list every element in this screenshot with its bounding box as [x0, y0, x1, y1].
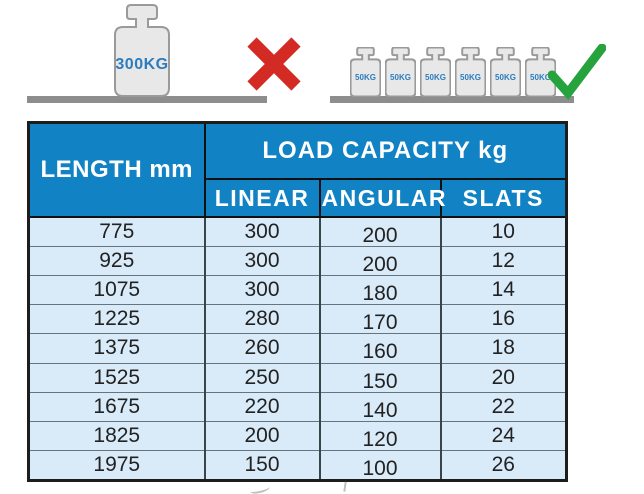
cell-length: 925	[27, 246, 206, 277]
table-row: 1525 250 150 20	[27, 362, 568, 393]
table-row: 1075 300 180 14	[27, 275, 568, 306]
check-icon	[548, 44, 606, 100]
cell-angular: 160	[318, 333, 442, 364]
weight-50kg-label: 50KG	[495, 73, 516, 82]
weight-50kg: 50KG	[385, 47, 416, 97]
cell-angular: 180	[318, 275, 442, 306]
cell-slats: 10	[439, 216, 568, 248]
cross-icon	[247, 37, 301, 91]
weight-icon	[525, 47, 556, 97]
weight-50kg-label: 50KG	[460, 73, 481, 82]
cropped-artifact	[249, 483, 271, 494]
cell-angular: 170	[318, 304, 442, 335]
table-row: 1375 260 160 18	[27, 333, 568, 364]
cell-angular: 200	[318, 246, 442, 277]
table-row: 925 300 200 12	[27, 246, 568, 277]
cell-slats: 16	[439, 304, 568, 335]
cell-angular: 140	[318, 391, 442, 422]
table-row: 1675 220 140 22	[27, 391, 568, 422]
load-capacity-table: LENGTH mm LOAD CAPACITY kg LINEAR ANGULA…	[27, 121, 569, 482]
weight-300kg-label: 300KG	[115, 56, 169, 73]
cell-linear: 300	[203, 246, 321, 277]
cropped-artifact	[343, 481, 351, 493]
header-row-1: LENGTH mm LOAD CAPACITY kg	[27, 121, 568, 218]
cell-linear: 220	[203, 391, 321, 422]
weight-50kg: 50KG	[420, 47, 451, 97]
cell-length: 1375	[27, 333, 206, 364]
load-capacity-header: LOAD CAPACITY kg	[203, 121, 568, 180]
linear-column-header: LINEAR	[203, 178, 321, 218]
angular-column-header: ANGULAR	[318, 178, 446, 218]
cell-slats: 14	[439, 275, 568, 306]
weight-icon	[420, 47, 451, 97]
cell-linear: 300	[203, 275, 321, 306]
cell-angular: 200	[318, 216, 442, 248]
weight-50kg: 50KG	[490, 47, 521, 97]
cell-slats: 22	[439, 391, 568, 422]
cell-length: 1825	[27, 420, 206, 451]
slats-column-header: SLATS	[439, 178, 568, 218]
weight-50kg-label: 50KG	[530, 73, 551, 82]
cell-slats: 26	[439, 449, 568, 482]
weight-50kg-label: 50KG	[355, 73, 376, 82]
length-column-header: LENGTH mm	[27, 121, 206, 218]
weight-300kg: 300KG	[114, 4, 170, 97]
weight-50kg-label: 50KG	[425, 73, 446, 82]
weight-icon	[490, 47, 521, 97]
cell-linear: 300	[203, 216, 321, 248]
cell-length: 1225	[27, 304, 206, 335]
weight-icon	[385, 47, 416, 97]
platform-bar-right	[330, 96, 574, 103]
weight-icon	[350, 47, 381, 97]
table-row: 1225 280 170 16	[27, 304, 568, 335]
weight-50kg: 50KG	[455, 47, 486, 97]
cell-linear: 260	[203, 333, 321, 364]
cell-length: 1975	[27, 449, 206, 482]
cell-length: 1675	[27, 391, 206, 422]
cell-slats: 12	[439, 246, 568, 277]
cell-slats: 24	[439, 420, 568, 451]
header-row-2: LINEAR ANGULAR SLATS	[29, 178, 568, 218]
cell-length: 1075	[27, 275, 206, 306]
cell-linear: 200	[203, 420, 321, 451]
weight-50kg: 50KG	[350, 47, 381, 97]
cell-angular: 120	[318, 420, 442, 451]
cell-angular: 150	[318, 362, 442, 393]
weight-50kg-label: 50KG	[390, 73, 411, 82]
cell-length: 775	[27, 216, 206, 248]
cell-linear: 250	[203, 362, 321, 393]
cell-linear: 150	[203, 449, 321, 482]
platform-bar-left	[27, 96, 267, 103]
cell-angular: 100	[318, 449, 442, 482]
table-row: 1825 200 120 24	[27, 420, 568, 451]
cell-length: 1525	[27, 362, 206, 393]
weight-icon	[114, 4, 170, 97]
cell-linear: 280	[203, 304, 321, 335]
weight-50kg: 50KG	[525, 47, 556, 97]
table-row: 775 300 200 10	[27, 216, 568, 248]
cell-slats: 20	[439, 362, 568, 393]
cell-slats: 18	[439, 333, 568, 364]
table-row: 1975 150 100 26	[27, 449, 568, 482]
weight-icon	[455, 47, 486, 97]
